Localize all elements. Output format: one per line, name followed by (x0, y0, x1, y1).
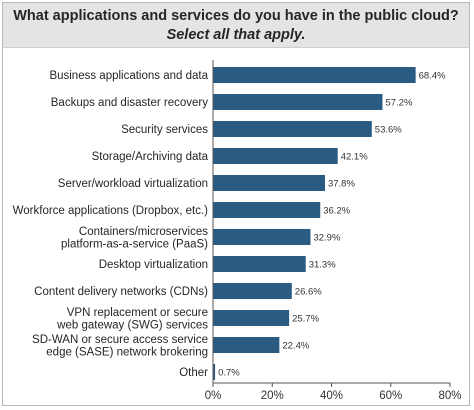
category-label: Content delivery networks (CDNs) (34, 286, 208, 298)
data-label: 31.3% (309, 260, 336, 271)
category-label: Storage/Archiving data (92, 151, 209, 163)
data-label: 26.6% (295, 287, 322, 298)
data-label: 36.2% (323, 206, 350, 217)
x-tick-label: 80% (438, 390, 461, 402)
bar (213, 202, 321, 218)
x-tick-label: 60% (379, 390, 402, 402)
chart-subtitle: Select all that apply. (166, 27, 306, 43)
bar (213, 256, 306, 272)
data-label: 37.8% (328, 179, 355, 190)
data-label: 53.6% (375, 125, 402, 136)
data-label: 42.1% (341, 152, 368, 163)
category-label: Security services (121, 124, 208, 136)
category-label: Business applications and data (49, 70, 208, 82)
category-label: VPN replacement or secure web gateway (SW… (56, 307, 208, 332)
data-label: 57.2% (385, 98, 412, 109)
bar (213, 94, 383, 110)
data-label: 68.4% (419, 71, 446, 82)
bar (213, 364, 216, 380)
data-label: 22.4% (282, 341, 309, 352)
category-label: Server/workload virtualization (58, 178, 208, 190)
x-tick-label: 40% (320, 390, 343, 402)
chart-title: What applications and services do you ha… (13, 8, 459, 24)
chart-header: What applications and services do you ha… (3, 3, 469, 48)
x-tick-label: 20% (261, 390, 284, 402)
data-label: 32.9% (313, 233, 340, 244)
bar (213, 175, 325, 191)
data-label: 0.7% (218, 368, 240, 379)
bar (213, 67, 416, 83)
category-label: Workforce applications (Dropbox, etc.) (13, 205, 209, 217)
bar (213, 283, 292, 299)
category-label: Desktop virtualization (99, 259, 208, 271)
bar (213, 310, 290, 326)
bar (213, 121, 372, 137)
category-label: Backups and disaster recovery (51, 97, 208, 109)
category-label: Containers/microservices platform-as-a-se… (61, 226, 208, 251)
bar (213, 148, 338, 164)
category-label: SD-WAN or secure access service edge (SAS… (32, 334, 208, 359)
bar (213, 337, 280, 353)
data-label: 25.7% (292, 314, 319, 325)
category-label: Other (179, 367, 208, 379)
bar (213, 229, 311, 245)
x-tick-label: 0% (205, 390, 222, 402)
